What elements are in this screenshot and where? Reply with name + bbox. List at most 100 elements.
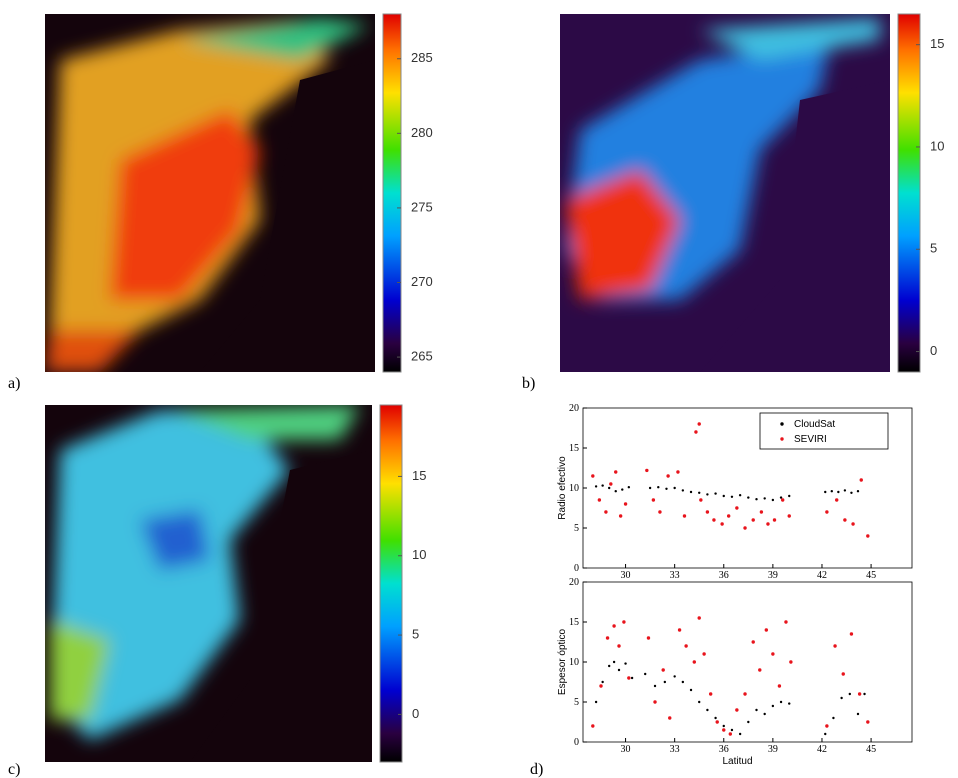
panel-label: d)	[530, 761, 543, 778]
point	[759, 510, 764, 514]
point	[623, 502, 628, 506]
point	[621, 488, 624, 491]
point	[758, 668, 762, 672]
point	[607, 664, 611, 668]
x-tick-label: 36	[719, 744, 729, 755]
point	[780, 498, 785, 502]
point	[614, 490, 617, 493]
point	[682, 514, 687, 518]
point	[777, 684, 782, 688]
point	[699, 498, 703, 502]
point	[866, 720, 870, 724]
point	[648, 486, 652, 490]
point	[663, 680, 667, 684]
point	[722, 728, 726, 732]
x-tick-label: 45	[866, 744, 876, 755]
point	[771, 652, 775, 656]
point	[825, 724, 829, 728]
point	[714, 716, 717, 720]
y-tick-label: 15	[569, 443, 579, 454]
colorbar-b	[897, 13, 921, 373]
point	[597, 498, 602, 502]
point	[601, 680, 604, 684]
point	[851, 522, 855, 526]
y-tick-label: 5	[574, 523, 579, 534]
y-tick-label: 0	[574, 563, 579, 574]
point	[645, 468, 649, 473]
point	[843, 489, 847, 492]
y-axis-label: Radio efectivo	[557, 456, 568, 520]
colorbar-c	[379, 404, 403, 763]
point	[720, 522, 724, 526]
point	[706, 493, 709, 496]
x-tick-label: 42	[817, 570, 827, 581]
colorbar-tick-label: 0	[930, 343, 937, 358]
point	[763, 712, 766, 716]
legend-box	[759, 412, 889, 450]
point	[832, 716, 835, 720]
point	[594, 700, 598, 704]
x-axis-label: Latitud	[722, 756, 752, 767]
legend-marker	[780, 422, 784, 426]
point	[692, 660, 697, 664]
point	[841, 672, 845, 676]
x-tick-label: 30	[621, 744, 631, 755]
point	[735, 506, 739, 510]
point	[730, 728, 734, 732]
point	[856, 490, 860, 493]
point	[840, 696, 843, 700]
point	[751, 518, 755, 522]
point	[866, 534, 870, 538]
point	[705, 510, 710, 514]
y-tick-label: 15	[569, 617, 579, 628]
point	[743, 526, 747, 530]
point	[627, 676, 631, 680]
point	[617, 668, 621, 672]
legend-label: SEVIRI	[794, 434, 827, 445]
point	[594, 485, 598, 488]
legend-label: CloudSat	[794, 419, 835, 430]
point	[728, 732, 733, 736]
point	[689, 490, 693, 494]
colorbar-a	[382, 13, 402, 373]
point	[653, 684, 657, 688]
point	[607, 486, 611, 490]
image-a	[45, 14, 375, 372]
point	[722, 724, 725, 728]
point	[848, 692, 852, 696]
point	[673, 675, 676, 678]
colorbar-tick-label: 280	[411, 125, 433, 140]
point	[698, 491, 701, 494]
point	[730, 495, 734, 498]
point	[612, 660, 616, 664]
point	[764, 628, 769, 632]
point	[604, 510, 608, 514]
point	[779, 496, 783, 499]
point	[591, 724, 595, 728]
colorbar-tick-label: 275	[411, 199, 433, 214]
point	[857, 692, 862, 696]
point	[708, 692, 713, 696]
point	[622, 620, 626, 624]
point	[591, 474, 595, 478]
colorbar-tick-label: 265	[411, 349, 433, 364]
colorbar-tick-label: 285	[411, 50, 433, 65]
y-tick-label: 10	[569, 483, 579, 494]
point	[788, 494, 791, 498]
point	[627, 486, 631, 489]
y-tick-label: 20	[569, 403, 579, 414]
point	[684, 644, 688, 648]
point	[673, 486, 676, 490]
point	[698, 700, 701, 704]
point	[837, 490, 840, 494]
point	[766, 522, 770, 526]
colorbar-tick-label: 10	[930, 138, 944, 153]
point	[657, 486, 660, 489]
point	[751, 640, 755, 644]
colorbar-tick-label: 15	[412, 468, 426, 483]
point	[849, 632, 854, 636]
point	[747, 496, 750, 499]
point	[605, 636, 610, 640]
point	[755, 708, 758, 712]
